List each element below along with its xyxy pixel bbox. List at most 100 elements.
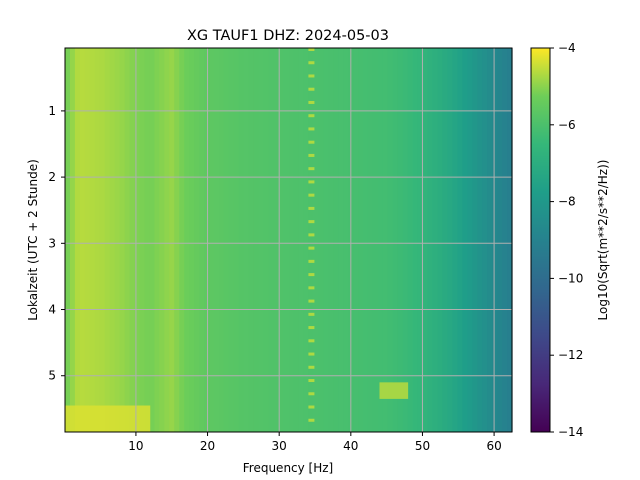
heatmap-column <box>109 48 116 432</box>
y-axis-ticks: 1 2 3 4 5 <box>48 104 65 383</box>
x-axis-label: Frequency [Hz] <box>243 461 334 475</box>
spectral-line-segment <box>308 140 315 144</box>
heatmap-column <box>263 48 270 432</box>
heatmap-column <box>363 48 369 432</box>
heatmap-column <box>462 48 468 432</box>
heatmap-column <box>487 48 493 432</box>
spectral-line-segment <box>308 365 315 369</box>
heatmap-column <box>248 48 255 432</box>
heatmap-column <box>94 48 101 432</box>
chart-title: XG TAUF1 DHZ: 2024-05-03 <box>187 28 389 44</box>
y-tick-label: 2 <box>48 170 56 184</box>
heatmap-column <box>407 48 414 432</box>
spectral-line-segment <box>308 392 315 396</box>
heatmap-column <box>214 48 220 432</box>
heatmap-column <box>233 48 240 432</box>
heatmap-column <box>427 48 434 432</box>
spectral-line-segment <box>308 153 315 157</box>
heatmap-column <box>497 48 503 432</box>
heatmap-column <box>174 48 180 432</box>
colorbar-tick-label: −10 <box>558 271 583 285</box>
spectral-line-segment <box>308 48 315 51</box>
spectral-line-segment <box>308 312 315 316</box>
spectral-line-segment <box>308 220 315 224</box>
heatmap-column <box>397 48 404 432</box>
x-tick-label: 20 <box>200 439 215 453</box>
spectral-line-segment <box>308 206 315 210</box>
heatmap-column <box>253 48 260 432</box>
heatmap-column <box>243 48 250 432</box>
heatmap-column <box>199 48 205 432</box>
heatmap-column <box>99 48 106 432</box>
spectral-line-segment <box>308 114 315 118</box>
heatmap-column <box>283 48 290 432</box>
heatmap-column <box>218 48 225 432</box>
heatmap-column <box>412 48 419 432</box>
spectral-line-segment <box>308 180 315 184</box>
heatmap-column <box>74 48 81 432</box>
spectral-line-segment <box>308 418 315 422</box>
heatmap-column <box>293 48 300 432</box>
y-tick-label: 3 <box>48 236 56 250</box>
heatmap-column <box>159 48 165 432</box>
heatmap-column <box>313 48 319 432</box>
heatmap-column <box>154 48 160 432</box>
x-tick-label: 50 <box>415 439 430 453</box>
heatmap-column <box>447 48 453 432</box>
y-axis-label: Lokalzeit (UTC + 2 Stunde) <box>26 159 40 321</box>
spectral-line-segment <box>308 273 315 277</box>
heatmap-column <box>149 48 155 432</box>
spectral-line-segment <box>308 74 315 78</box>
spectral-line-segment <box>308 405 315 409</box>
y-tick-label: 4 <box>48 303 56 317</box>
heatmap-column <box>79 48 86 432</box>
heatmap-column <box>442 48 449 432</box>
heatmap-column <box>432 48 439 432</box>
grid-layer <box>65 48 512 432</box>
heatmap-column <box>65 48 71 432</box>
spectral-line-segment <box>308 379 315 383</box>
heatmap-column <box>278 48 285 432</box>
heatmap-column <box>204 48 210 432</box>
heatmap-column <box>209 48 215 432</box>
heatmap-column <box>223 48 230 432</box>
heatmap-column <box>258 48 265 432</box>
heatmap-column <box>179 48 185 432</box>
heatmap-column <box>338 48 344 432</box>
heatmap-column <box>343 48 349 432</box>
heatmap-column <box>303 48 309 432</box>
spectral-line-segment <box>308 87 315 91</box>
heatmap-column <box>238 48 245 432</box>
heatmap-column <box>328 48 334 432</box>
heatmap-column <box>189 48 195 432</box>
heatmap-column <box>422 48 429 432</box>
colorbar-tick-label: −6 <box>558 118 576 132</box>
heatmap-column <box>169 48 175 432</box>
heatmap-column <box>273 48 280 432</box>
heatmap-column <box>507 48 513 432</box>
spectral-line-segment <box>308 61 315 65</box>
colorbar-label: Log10(Sqrt(m**2/s**2/Hz)) <box>596 160 610 321</box>
x-tick-label: 60 <box>486 439 501 453</box>
heatmap-column <box>452 48 458 432</box>
colorbar-tick-label: −14 <box>558 425 583 439</box>
spectral-line-segment <box>308 100 315 104</box>
spectral-line-segment <box>308 339 315 343</box>
colorbar-tick-label: −12 <box>558 348 583 362</box>
heatmap-column <box>502 48 508 432</box>
heatmap-column <box>387 48 394 432</box>
heatmap-column <box>372 48 379 432</box>
heatmap-column <box>114 48 121 432</box>
y-tick-label: 5 <box>48 369 56 383</box>
y-tick-label: 1 <box>48 104 56 118</box>
heatmap-column <box>477 48 483 432</box>
heatmap-column <box>402 48 409 432</box>
heatmap-column <box>437 48 444 432</box>
heatmap-column <box>69 48 76 432</box>
heatmap-column <box>457 48 463 432</box>
heatmap-column <box>308 48 314 432</box>
heatmap-column <box>417 48 424 432</box>
spectral-line-segment <box>308 167 315 171</box>
heatmap-column <box>392 48 399 432</box>
